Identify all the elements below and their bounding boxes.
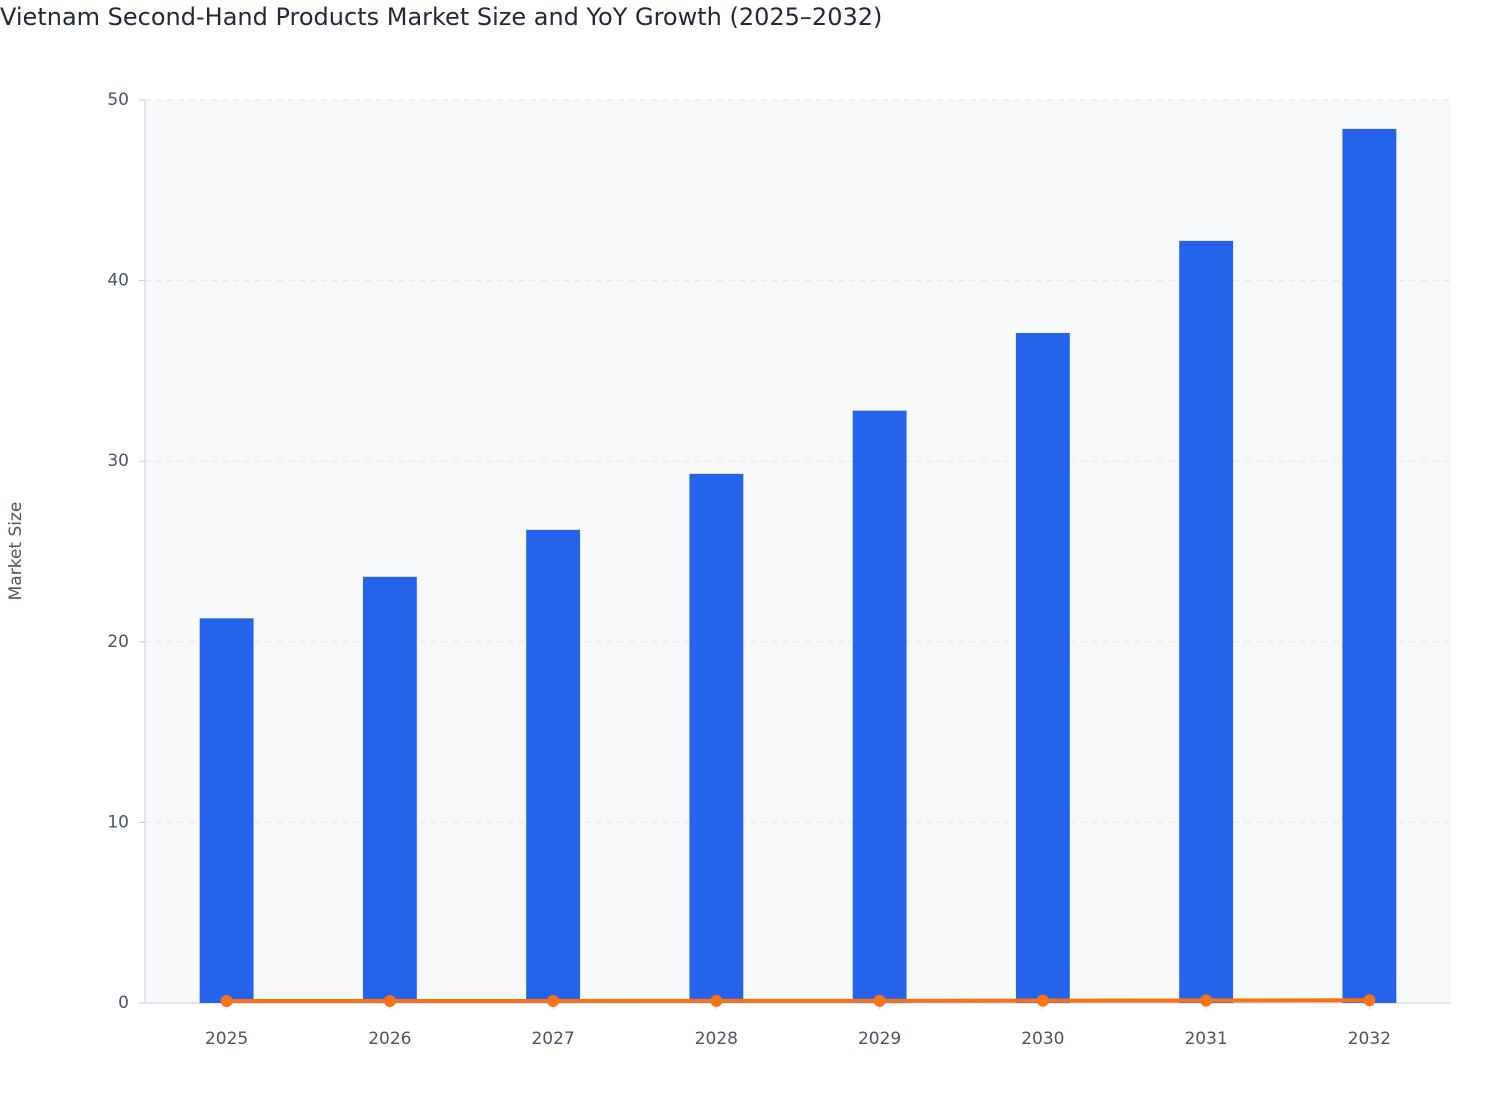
x-tick-label: 2029 <box>858 1029 901 1049</box>
line <box>226 998 1370 1004</box>
plot-area <box>145 100 1451 1003</box>
bar <box>1015 332 1070 1003</box>
y-tick-label: 20 <box>107 632 129 652</box>
bar <box>689 473 744 1003</box>
x-tick-label: 2030 <box>1021 1029 1064 1049</box>
line-point <box>220 995 233 1008</box>
y-tick-label: 40 <box>107 271 129 291</box>
x-tick-label: 2027 <box>531 1029 574 1049</box>
line-point <box>1363 994 1376 1007</box>
y-tick-label: 10 <box>107 812 129 832</box>
y-tick-label: 0 <box>118 993 129 1013</box>
x-tick-label: 2031 <box>1184 1029 1227 1049</box>
line-point <box>873 994 886 1007</box>
y-axis-label: Market Size <box>6 502 26 601</box>
line-point <box>1036 994 1049 1007</box>
line-point <box>1200 994 1213 1007</box>
bar <box>199 618 254 1003</box>
y-tick-label: 50 <box>107 90 129 110</box>
x-tick-label: 2032 <box>1348 1029 1391 1049</box>
line-point <box>710 994 723 1007</box>
x-tick-label: 2025 <box>205 1029 248 1049</box>
bar <box>526 529 581 1003</box>
bar <box>852 410 907 1004</box>
x-tick-label: 2028 <box>695 1029 738 1049</box>
line-point <box>383 995 396 1008</box>
bar <box>362 576 417 1003</box>
x-tick-label: 2026 <box>368 1029 411 1049</box>
y-tick-label: 30 <box>107 451 129 471</box>
line-point <box>547 995 560 1008</box>
bar <box>1179 240 1234 1004</box>
bar <box>1342 128 1397 1003</box>
chart-title: Vietnam Second-Hand Products Market Size… <box>0 3 882 31</box>
